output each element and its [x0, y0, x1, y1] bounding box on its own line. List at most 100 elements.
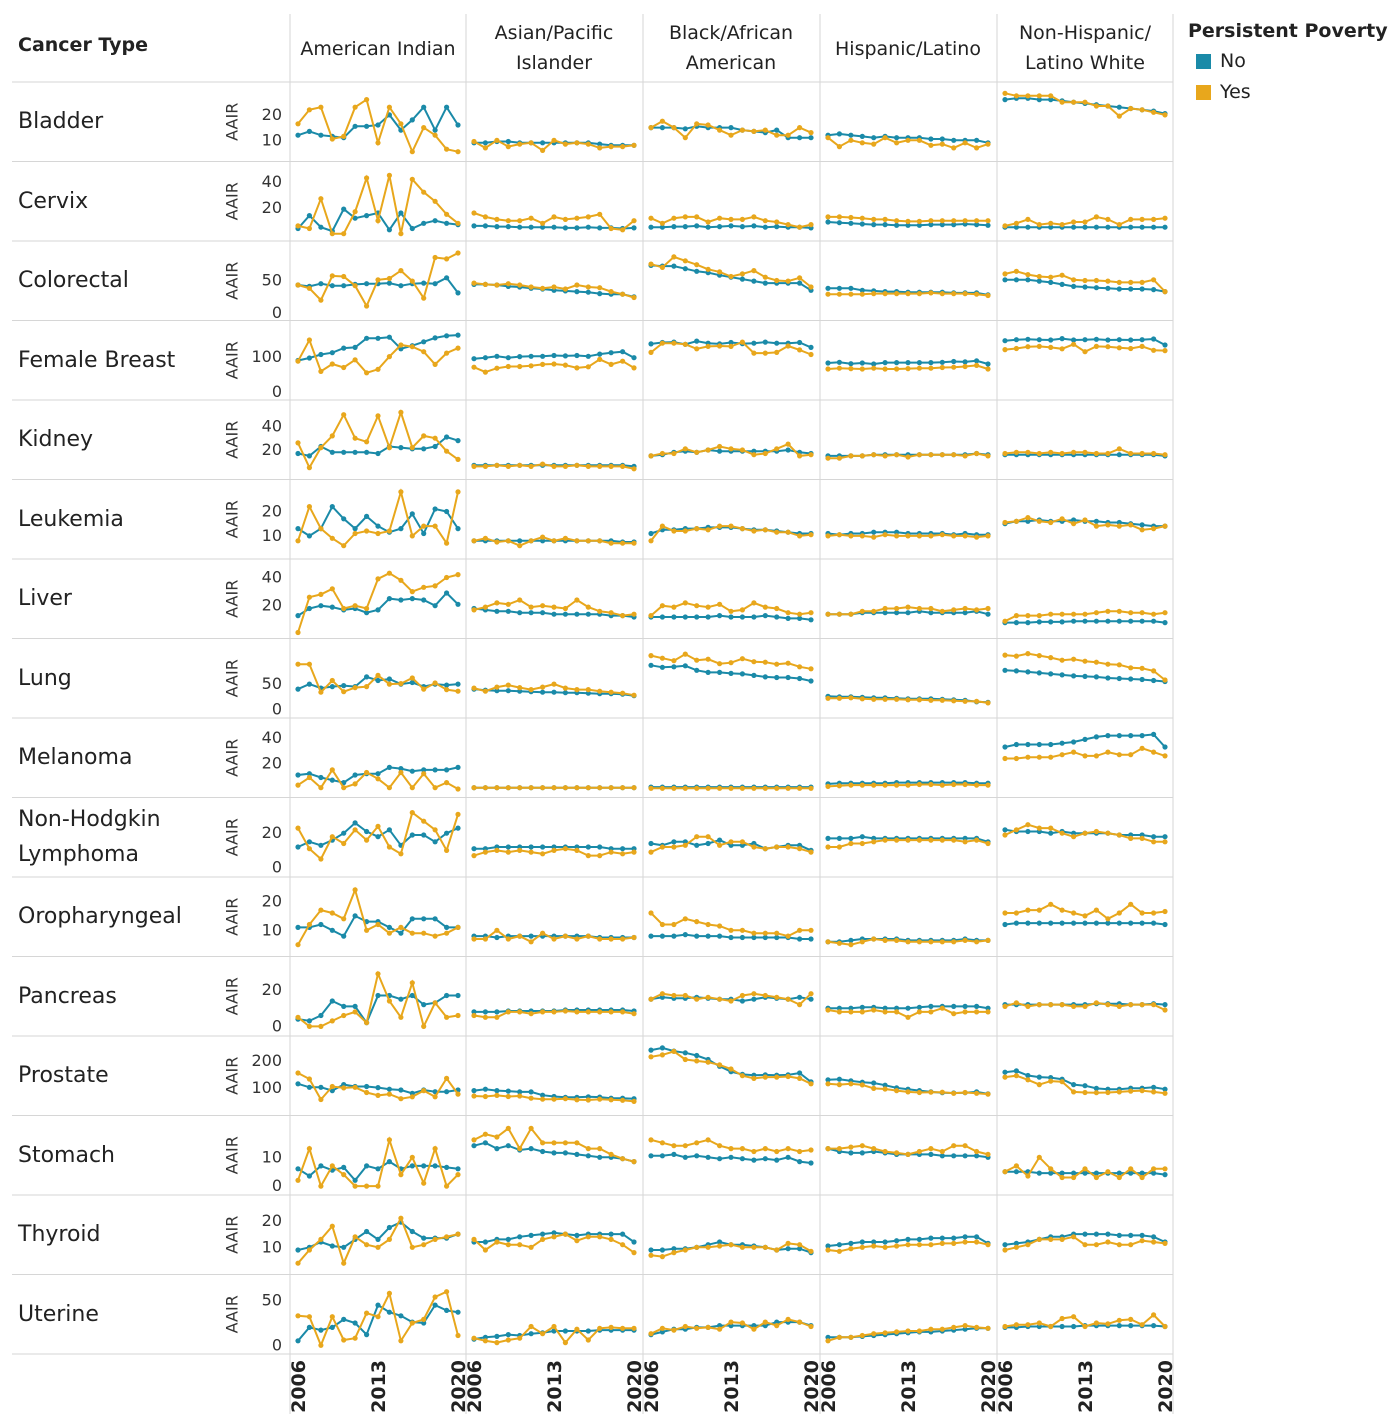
data-point: [528, 1089, 534, 1095]
data-point: [364, 828, 370, 835]
data-point: [1036, 907, 1042, 913]
data-point: [671, 528, 677, 534]
column-header-line: Latino White: [1025, 52, 1145, 74]
data-point: [482, 785, 488, 791]
data-point: [682, 1154, 688, 1160]
data-point: [329, 433, 335, 439]
data-point: [386, 676, 392, 682]
y-tick-label: 10: [262, 1147, 282, 1166]
data-point: [951, 1143, 957, 1149]
data-point: [1139, 1232, 1145, 1238]
data-point: [928, 136, 934, 142]
data-point: [306, 225, 312, 232]
data-point: [482, 214, 488, 220]
data-point: [659, 655, 666, 661]
data-point: [471, 685, 477, 691]
data-point: [1082, 517, 1088, 523]
data-point: [352, 283, 358, 289]
data-point: [928, 610, 934, 616]
data-point: [306, 355, 312, 361]
data-point: [648, 1153, 654, 1159]
data-point: [871, 452, 877, 458]
data-point: [444, 350, 450, 356]
data-point: [1093, 1174, 1099, 1181]
data-point: [1093, 1320, 1099, 1326]
data-point: [306, 594, 312, 600]
x-tick-label: 2013: [721, 1360, 743, 1413]
data-point: [1071, 920, 1077, 926]
data-point: [751, 268, 757, 274]
data-point: [1059, 346, 1065, 352]
data-point: [882, 532, 888, 538]
data-point: [631, 218, 637, 224]
data-point: [848, 937, 854, 944]
data-point: [585, 1097, 591, 1103]
data-point: [318, 1012, 324, 1019]
data-point: [974, 1239, 980, 1245]
data-point: [398, 231, 404, 237]
data-point: [1105, 1089, 1111, 1096]
data-point: [1139, 286, 1145, 292]
data-point: [306, 771, 312, 777]
data-point: [585, 224, 591, 230]
column-header: Hispanic/Latino: [820, 34, 996, 64]
data-point: [528, 604, 534, 610]
column-header-line: American: [685, 52, 777, 74]
data-point: [705, 840, 711, 847]
data-point: [785, 1246, 791, 1252]
data-point: [951, 218, 957, 224]
y-axis-label: AAIR: [223, 977, 242, 1015]
data-point: [1151, 910, 1157, 916]
x-tick-label: 2006: [818, 1360, 840, 1413]
data-point: [797, 664, 803, 670]
data-point: [482, 145, 488, 151]
data-point: [364, 439, 370, 445]
data-point: [717, 785, 723, 791]
y-tick-label: 100: [251, 1078, 282, 1097]
data-point: [1151, 1312, 1157, 1318]
data-point: [409, 916, 415, 922]
data-point: [774, 340, 780, 346]
data-point: [1002, 1323, 1008, 1330]
data-point: [318, 1096, 324, 1103]
data-point: [375, 122, 381, 128]
data-point: [1013, 920, 1020, 926]
data-point: [848, 1005, 854, 1011]
data-point: [409, 225, 415, 232]
data-point: [808, 936, 814, 942]
data-point: [1151, 677, 1157, 684]
data-point: [574, 282, 580, 288]
data-point: [318, 1342, 324, 1348]
data-point: [648, 840, 654, 847]
data-point: [928, 1151, 934, 1157]
y-axis-label: AAIR: [223, 1295, 242, 1333]
y-tick-label: 20: [262, 1211, 282, 1230]
data-point: [859, 1150, 865, 1156]
data-point: [705, 266, 711, 272]
data-point: [682, 1056, 688, 1063]
data-point: [848, 214, 854, 221]
row-label-line: Pancreas: [18, 983, 117, 1009]
y-axis-label: AAIR: [223, 818, 242, 856]
data-point: [882, 453, 888, 459]
data-point: [386, 227, 392, 233]
data-point: [894, 610, 900, 616]
data-point: [295, 686, 301, 692]
data-point: [295, 440, 301, 446]
data-point: [306, 605, 312, 612]
data-point: [825, 360, 831, 366]
data-point: [797, 280, 803, 286]
data-point: [785, 933, 791, 939]
data-point: [444, 1289, 450, 1295]
data-point: [962, 453, 968, 459]
data-point: [785, 1240, 791, 1246]
data-point: [1128, 286, 1134, 292]
data-point: [751, 350, 757, 356]
data-point: [962, 140, 968, 146]
data-point: [562, 785, 569, 791]
data-point: [882, 366, 888, 372]
data-point: [1139, 618, 1145, 624]
data-point: [398, 283, 404, 289]
data-point: [620, 1231, 626, 1237]
y-tick-label: 50: [262, 270, 282, 289]
